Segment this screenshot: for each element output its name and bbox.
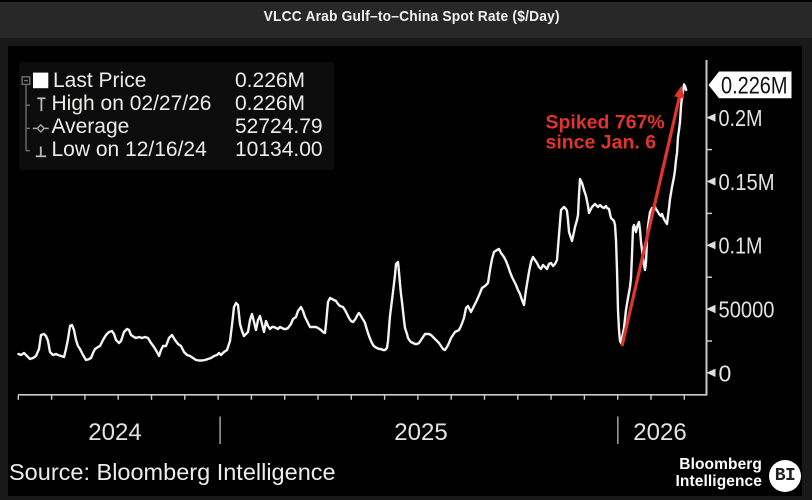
svg-text:2025: 2025 [394,419,447,446]
svg-text:0.1M: 0.1M [719,233,763,259]
svg-text:50000: 50000 [719,297,775,323]
svg-text:2026: 2026 [633,419,686,446]
svg-text:Spiked 767%: Spiked 767% [546,112,665,134]
svg-text:0.2M: 0.2M [719,105,763,131]
svg-text:since Jan. 6: since Jan. 6 [546,131,657,153]
svg-text:0: 0 [719,360,732,386]
svg-text:0.15M: 0.15M [719,169,775,195]
svg-text:0.226M: 0.226M [721,72,788,99]
svg-text:2024: 2024 [88,419,141,446]
